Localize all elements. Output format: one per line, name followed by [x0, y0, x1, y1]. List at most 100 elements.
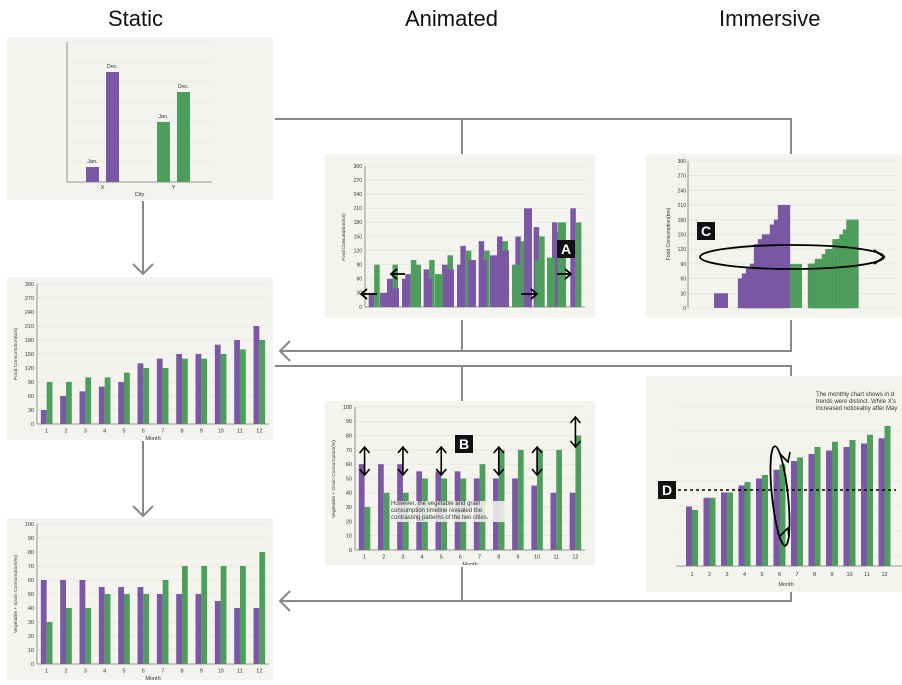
x-tick-label: 9 — [200, 429, 203, 435]
arrow-head-down — [397, 468, 409, 477]
x-tick-label: 4 — [421, 555, 424, 561]
y-tick-label: 270 — [678, 174, 687, 180]
y-tick-label: 20 — [28, 634, 34, 640]
animated-food-chart: 0 30 60 90 120 150 180 210 240 270 300 Food Consump… — [341, 164, 585, 311]
arrow-head-up — [493, 445, 505, 454]
x-tick-label: 1 — [45, 669, 48, 675]
marker-d: D — [662, 482, 672, 498]
anim-bar — [413, 264, 421, 307]
anim-bar — [402, 278, 410, 307]
bar-y-m6 — [143, 368, 150, 424]
bar-y-m10 — [220, 354, 227, 424]
bar-x-m1 — [686, 506, 692, 566]
bar-y-m8 — [182, 358, 188, 424]
bar-y-m5 — [124, 372, 130, 424]
bar-x-m1 — [40, 410, 47, 424]
x-tick-label: 9 — [200, 669, 203, 675]
marker-a: A — [561, 241, 571, 257]
anim-bar — [501, 250, 509, 307]
rotate-arrow-head — [779, 451, 791, 464]
bar-x-dec — [106, 72, 119, 182]
arrow-head-down — [358, 468, 371, 477]
panel-static-food: 0 30 60 90 120 150 180 210 240 270 300 1 2 3 4 5 6 7 8 9 10 1… — [7, 277, 273, 442]
anim-bar — [380, 292, 388, 307]
x-tick-label: 4 — [103, 429, 106, 435]
rotate-arrow-head — [873, 249, 886, 265]
bar-x-m12 — [569, 492, 576, 550]
bar-x-m2 — [60, 580, 66, 664]
bar-y-m12 — [884, 426, 891, 566]
bar-x-m5 — [118, 382, 124, 424]
bar-x-m3 — [79, 391, 86, 424]
anim-bar — [457, 264, 465, 307]
anim-bar — [558, 222, 566, 307]
y-axis-label: Food Consumption(ton) — [13, 328, 19, 380]
bar-y-m12 — [575, 222, 582, 307]
y-tick-label: 0 — [683, 306, 686, 312]
anim-bar — [547, 257, 555, 307]
bar-x-m4 — [98, 587, 105, 664]
x-tick-label: 5 — [760, 572, 763, 578]
data-label: Jan. — [87, 159, 98, 165]
y-tick-label: 30 — [346, 505, 352, 511]
y-tick-label: 70 — [346, 448, 352, 454]
bar-x-m11 — [234, 608, 240, 664]
x-tick-label: 10 — [534, 555, 540, 561]
header-animated: Animated — [405, 6, 498, 31]
anim-bar — [391, 288, 399, 307]
x-tick-label: 7 — [161, 429, 164, 435]
x-tick-label: 10 — [846, 572, 852, 578]
x-tick-label: X — [101, 185, 105, 191]
move-left-arrow-head — [389, 268, 398, 280]
anim-bar — [490, 255, 498, 307]
y-axis-label: Food Consumption(ton) — [666, 207, 672, 260]
x-tick-label: 5 — [440, 555, 443, 561]
bar-y-jan — [157, 122, 170, 182]
y-tick-label: 300 — [678, 159, 687, 165]
x-tick-label: 2 — [64, 429, 67, 435]
bar-y-m9 — [832, 441, 838, 566]
bar-y-m1 — [364, 507, 371, 550]
bar-x-m11 — [234, 340, 240, 424]
x-tick-label: 1 — [363, 555, 366, 561]
y-tick-label: 240 — [25, 310, 34, 316]
bar-x-m12 — [253, 326, 260, 424]
bar-x-m2 — [60, 396, 66, 424]
rotate-arrow-head — [779, 526, 790, 539]
bar-y-m11 — [240, 349, 246, 424]
bar-x-m8 — [176, 594, 182, 664]
header-immersive: Immersive — [719, 6, 821, 31]
y-tick-label: 150 — [678, 233, 687, 239]
y-tick-label: 240 — [678, 188, 687, 194]
y-tick-label: 90 — [346, 419, 352, 425]
arrow-head-up — [435, 445, 447, 454]
y-tick-label: 180 — [25, 338, 34, 344]
bar-x-m10 — [214, 344, 221, 424]
depth-bar — [846, 219, 859, 309]
y-tick-label: 300 — [354, 164, 363, 170]
x-tick-label: 8 — [180, 429, 183, 435]
x-tick-label: 1 — [690, 572, 693, 578]
y-tick-label: 80 — [346, 434, 352, 440]
bar-y-m12 — [259, 552, 266, 664]
y-tick-label: 210 — [678, 203, 687, 209]
bar-y-m9 — [517, 449, 524, 550]
x-tick-label: 7 — [161, 669, 164, 675]
x-tick-label: 11 — [553, 555, 559, 561]
marker-c-box — [697, 222, 715, 240]
animated-annotation: However, the vegetable and grain consump… — [391, 501, 511, 522]
bar-x-m10 — [531, 485, 538, 550]
bar-x-m12 — [878, 438, 885, 566]
arrow-head-up — [531, 445, 543, 454]
y-tick-label: 240 — [354, 192, 363, 198]
bar-x-m5 — [442, 264, 448, 307]
y-tick-label: 60 — [28, 578, 34, 584]
bar-y-m9 — [201, 566, 208, 664]
x-tick-label: 4 — [103, 669, 106, 675]
y-tick-label: 80 — [28, 550, 34, 556]
x-tick-label: 9 — [830, 572, 833, 578]
x-tick-label: 1 — [45, 429, 48, 435]
bar-y-m1 — [46, 382, 53, 424]
y-tick-label: 70 — [28, 564, 34, 570]
